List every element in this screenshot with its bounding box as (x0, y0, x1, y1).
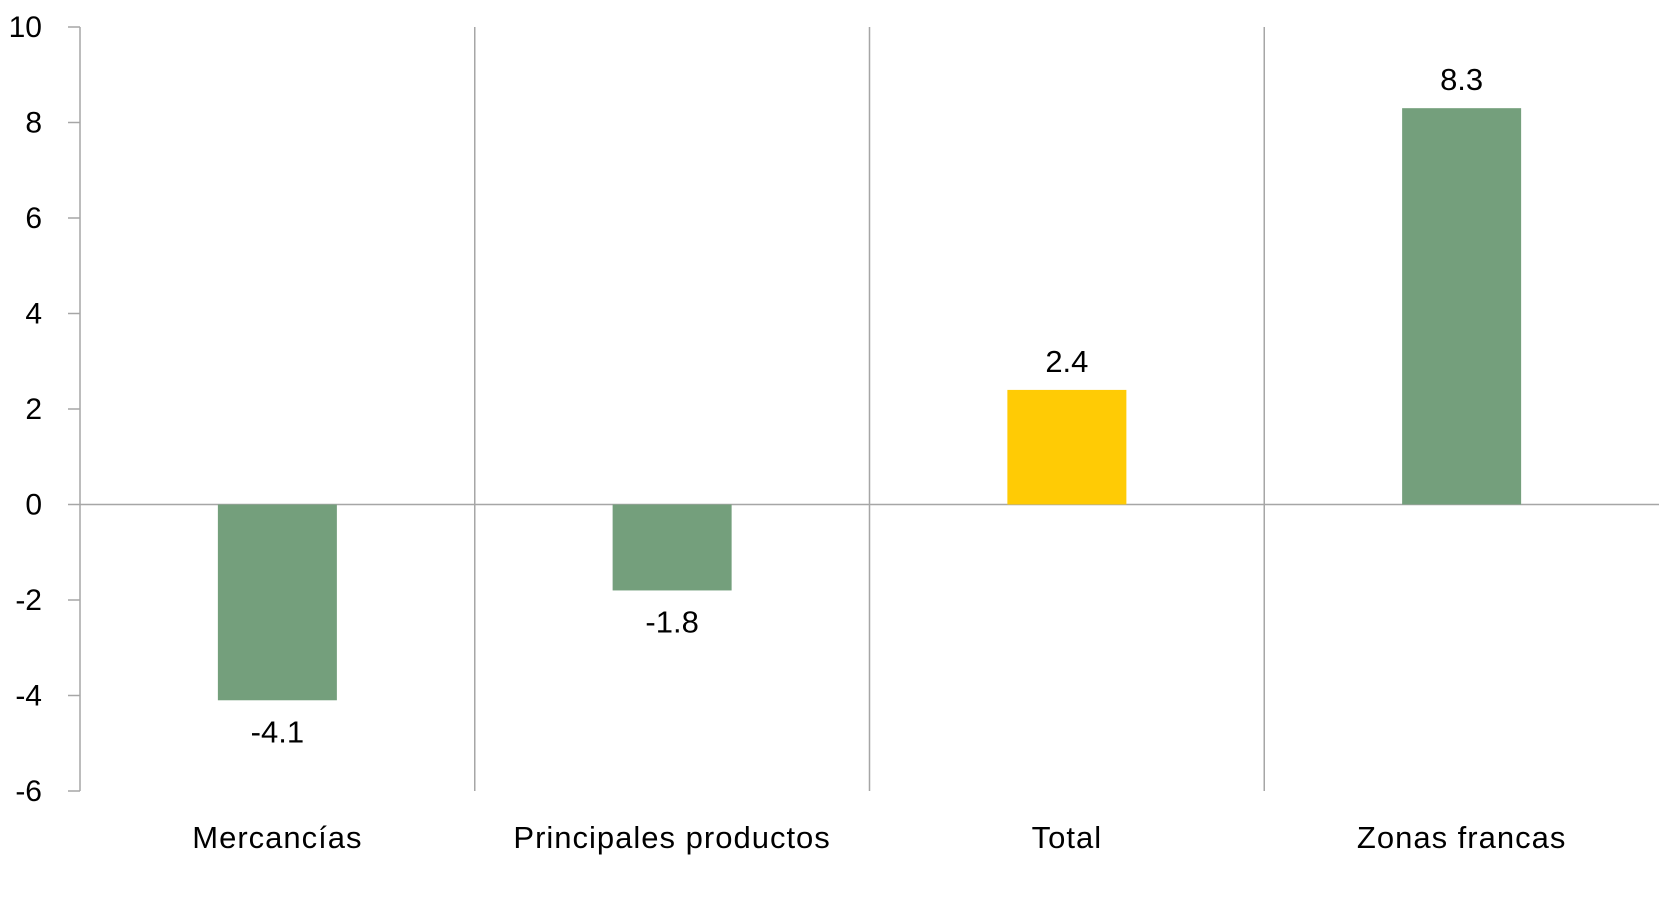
category-label-3: Total (1032, 820, 1102, 855)
data-label-2: -1.8 (645, 604, 698, 639)
bar-layer (217, 108, 1522, 701)
grid-layer (474, 27, 1265, 791)
y-tick-label: -2 (15, 584, 42, 617)
bar-2 (612, 504, 732, 591)
axis-layer: 10 8 6 4 2 0 -2 -4 -6 (9, 11, 1659, 808)
category-label-2: Principales productos (513, 820, 830, 855)
bar-4 (1402, 108, 1522, 505)
data-label-3: 2.4 (1045, 344, 1088, 379)
y-tick-label: 2 (25, 393, 42, 426)
y-tick-label: 0 (25, 489, 42, 522)
category-label-1: Mercancías (192, 820, 362, 855)
y-tick-label: 4 (25, 298, 42, 331)
bar-3 (1007, 389, 1127, 505)
y-tick-label: 10 (9, 11, 42, 44)
category-label-4: Zonas francas (1357, 820, 1566, 855)
y-tick-label: 6 (25, 202, 42, 235)
y-tick-label: -6 (15, 775, 42, 808)
y-tick-label: -4 (15, 680, 42, 713)
y-tick-label: 8 (25, 107, 42, 140)
bar-1 (217, 504, 337, 701)
data-label-4: 8.3 (1440, 62, 1483, 97)
data-label-1: -4.1 (251, 714, 304, 749)
label-layer: -4.1 Mercancías -1.8 Principales productos 2… (192, 62, 1566, 855)
